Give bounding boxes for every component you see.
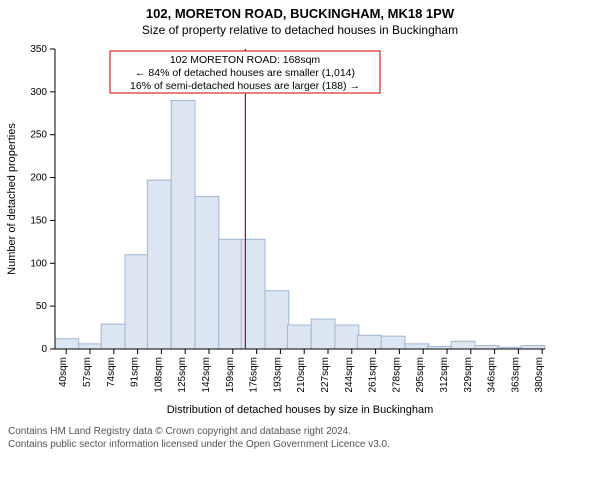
histogram-bar <box>521 346 545 349</box>
histogram-bar <box>335 325 359 349</box>
y-tick-label: 0 <box>41 344 47 355</box>
histogram-bar <box>219 239 243 349</box>
x-tick-label: 125sqm <box>177 357 188 393</box>
histogram-bar <box>475 346 499 349</box>
x-tick-label: 312sqm <box>439 357 450 393</box>
histogram-chart: 0 50 100 150 200 250 300 350 40sqm 57sqm 74sqm 91sq… <box>0 39 560 419</box>
y-tick-label: 150 <box>30 215 47 226</box>
histogram-bar <box>405 344 429 349</box>
histogram-bar <box>171 100 195 349</box>
x-tick-label: 159sqm <box>225 357 236 393</box>
histogram-bar <box>101 324 125 349</box>
x-tick-label: 329sqm <box>463 357 474 393</box>
histogram-bar <box>357 335 381 349</box>
histogram-bar <box>125 255 149 349</box>
y-tick-label: 200 <box>30 173 47 184</box>
x-tick-label: 278sqm <box>391 357 402 393</box>
x-tick-label: 193sqm <box>272 357 283 393</box>
histogram-bar <box>55 339 79 349</box>
histogram-bar <box>287 325 311 349</box>
x-tick-label: 363sqm <box>510 357 521 393</box>
annotation-line-2: ← 84% of detached houses are smaller (1,… <box>135 67 355 79</box>
y-tick-label: 300 <box>30 87 47 98</box>
histogram-bar <box>241 239 265 349</box>
histogram-bar <box>147 180 171 349</box>
histogram-bar <box>265 291 289 349</box>
annotation-line-3: 16% of semi-detached houses are larger (… <box>130 80 360 92</box>
x-axis-label: Distribution of detached houses by size … <box>167 404 434 416</box>
footer-line-1: Contains HM Land Registry data © Crown c… <box>8 425 592 438</box>
chart-container: 0 50 100 150 200 250 300 350 40sqm 57sqm 74sqm 91sq… <box>0 39 600 419</box>
y-tick-label: 50 <box>36 301 48 312</box>
footer: Contains HM Land Registry data © Crown c… <box>0 419 600 451</box>
x-tick-label: 142sqm <box>201 357 212 393</box>
y-tick-label: 100 <box>30 258 47 269</box>
y-tick-label: 250 <box>30 130 47 141</box>
x-tick-label: 380sqm <box>534 357 545 393</box>
x-tick-label: 74sqm <box>106 357 117 387</box>
x-tick-label: 227sqm <box>320 357 331 393</box>
histogram-bar <box>195 196 219 349</box>
histogram-bar <box>79 344 103 349</box>
histogram-bar <box>381 336 405 349</box>
x-tick-label: 40sqm <box>58 357 69 387</box>
x-tick-label: 176sqm <box>249 357 260 393</box>
x-tick-label: 108sqm <box>153 357 164 393</box>
x-tick-label: 57sqm <box>82 357 93 387</box>
page-subtitle: Size of property relative to detached ho… <box>0 21 600 39</box>
x-tick-label: 244sqm <box>344 357 355 393</box>
y-axis-label: Number of detached properties <box>6 123 18 275</box>
x-tick-label: 210sqm <box>296 357 307 393</box>
x-tick-label: 91sqm <box>130 357 141 387</box>
annotation-line-1: 102 MORETON ROAD: 168sqm <box>170 54 321 66</box>
x-tick-label: 295sqm <box>415 357 426 393</box>
x-tick-label: 346sqm <box>487 357 498 393</box>
histogram-bar <box>311 319 335 349</box>
x-tick-label: 261sqm <box>368 357 379 393</box>
page-title: 102, MORETON ROAD, BUCKINGHAM, MK18 1PW <box>0 0 600 21</box>
histogram-bar <box>451 341 475 349</box>
footer-line-2: Contains public sector information licen… <box>8 438 592 451</box>
y-tick-label: 350 <box>30 44 47 55</box>
